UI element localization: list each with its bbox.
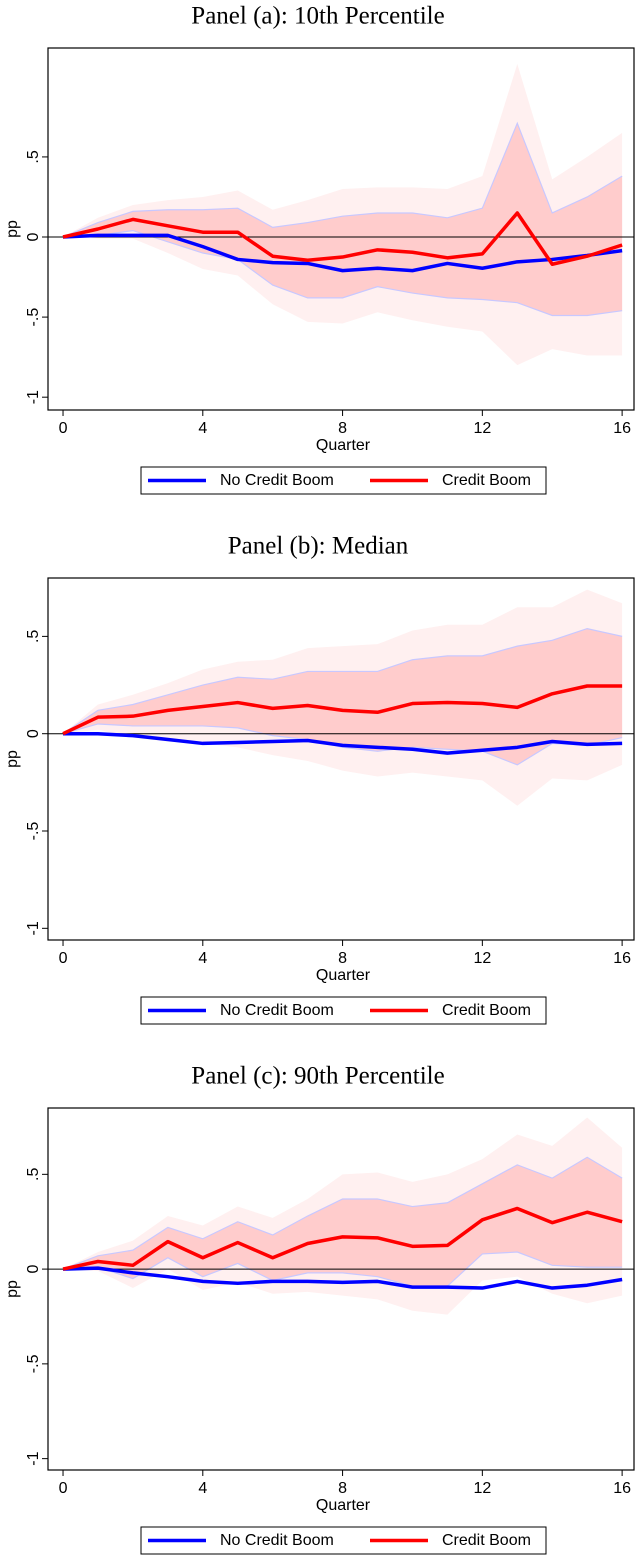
y-tick-label: .5 [25,1168,42,1181]
x-tick-label: 0 [59,1480,68,1497]
x-tick-label: 8 [338,950,347,967]
chart-title: Panel (b): Median [228,533,409,560]
y-tick-label: -.5 [25,308,42,327]
band-edge [62,1251,623,1287]
panel: Panel (a): 10th Percentile 0 4 8 12 16 -1 -.5 0.… [4,3,635,495]
band-edge [62,723,623,766]
legend-label: Credit Boom [442,1532,531,1549]
band-edge [62,121,623,238]
x-tick-label: 0 [59,950,68,967]
legend-label: No Credit Boom [220,1532,334,1549]
y-tick-label: -1 [25,390,42,404]
y-axis-label: pp [4,750,21,768]
y-tick-label: -1 [25,1451,42,1465]
x-tick-label: 12 [473,1480,491,1497]
line [62,684,623,736]
y-tick-label: -1 [25,921,42,935]
x-axis-label: Quarter [316,1497,371,1514]
x-tick-label: 8 [338,420,347,437]
line [62,233,623,273]
y-axis-label: pp [4,220,21,238]
x-tick-label: 0 [59,420,68,437]
legend-label: Credit Boom [442,472,531,489]
band-edge [62,1156,623,1270]
y-tick-label: .5 [25,630,42,643]
legend-box [140,466,547,495]
x-tick-label: 4 [198,1480,207,1497]
legend-label: Credit Boom [442,1002,531,1019]
plot-frame [47,577,635,941]
x-axis-label: Quarter [316,437,371,454]
line [62,211,623,266]
y-tick-label: 0 [25,729,42,738]
chart-title: Panel (a): 10th Percentile [191,3,444,30]
legend-label: No Credit Boom [220,472,334,489]
line [62,1206,623,1271]
confidence-band [63,1157,623,1287]
confidence-band [63,628,623,765]
legend-box [140,1526,547,1555]
line [62,1266,623,1290]
chart-title: Panel (c): 90th Percentile [191,1063,444,1090]
x-tick-label: 4 [198,420,207,437]
plot-frame [47,47,635,411]
y-tick-label: -.5 [25,1354,42,1373]
y-tick-label: 0 [25,232,42,241]
x-tick-label: 16 [613,950,631,967]
panel: Panel (b): Median 0 4 8 12 16 -1 -.5 0 .5 Quarter p… [4,533,635,1025]
band-edge [62,229,623,317]
x-tick-label: 4 [198,950,207,967]
x-tick-label: 8 [338,1480,347,1497]
y-tick-label: .5 [25,150,42,163]
legend-box [140,996,547,1025]
plot-frame [47,1107,635,1471]
x-tick-label: 16 [613,420,631,437]
x-tick-label: 12 [473,950,491,967]
y-axis-label: pp [4,1280,21,1298]
x-tick-label: 16 [613,1480,631,1497]
y-tick-label: -.5 [25,822,42,841]
x-axis-label: Quarter [316,967,371,984]
legend-label: No Credit Boom [220,1002,334,1019]
band-edge [62,627,623,735]
line [63,731,623,755]
x-tick-label: 12 [473,420,491,437]
y-tick-label: 0 [25,1265,42,1274]
panel: Panel (c): 90th Percentile 0 4 8 12 16 -1 -.5 0.… [4,1063,635,1555]
